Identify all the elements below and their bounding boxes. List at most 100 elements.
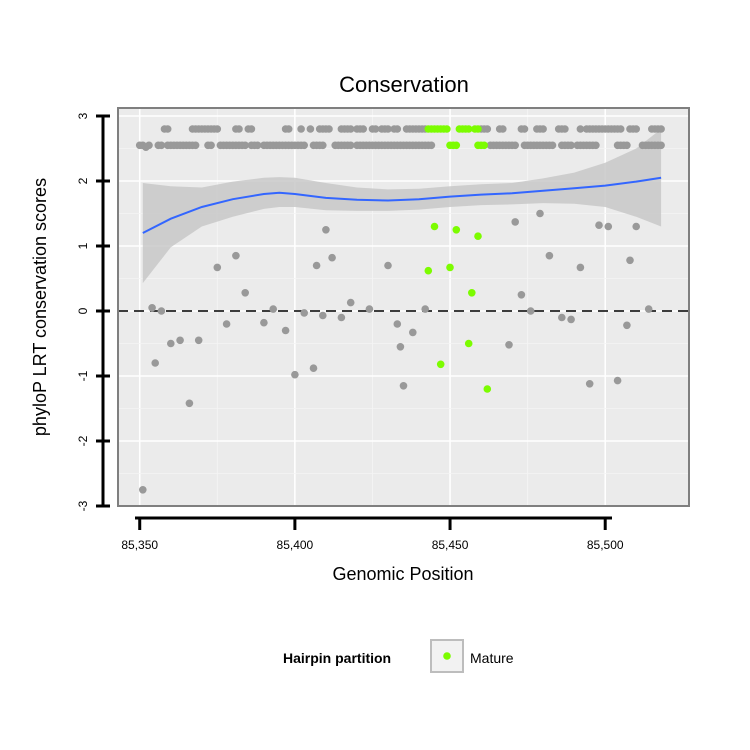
point-other-33 <box>505 341 513 349</box>
point-other-62 <box>235 125 243 133</box>
point-other-38 <box>545 251 554 260</box>
point-other-100 <box>520 125 529 133</box>
point-other-13 <box>241 289 249 297</box>
point-other-48 <box>632 222 640 231</box>
x-tick-label-3: 85,500 <box>587 538 624 552</box>
y-tick-label-5: 2 <box>76 177 90 184</box>
x-axis: 85,350 85,400 85,450 85,500 <box>121 516 624 552</box>
y-axis-title: phyloP LRT conservation scores <box>30 178 50 436</box>
legend: Hairpin partition Mature <box>283 639 514 673</box>
point-other-16 <box>281 326 290 335</box>
point-other-42 <box>585 380 594 388</box>
point-other-10 <box>213 263 222 272</box>
panel-border <box>117 107 690 507</box>
point-other-23 <box>328 253 336 262</box>
point-mature-19 <box>464 125 473 133</box>
point-mature-6 <box>468 289 476 297</box>
point-other-72 <box>325 125 333 133</box>
point-other-81 <box>371 125 380 133</box>
x-tick-label-2: 85,450 <box>432 538 469 552</box>
point-other-12 <box>232 251 240 260</box>
chart-title: Conservation <box>339 72 469 97</box>
point-other-45 <box>613 376 622 385</box>
point-other-172 <box>319 141 327 150</box>
point-other-4 <box>151 359 159 367</box>
point-other-51 <box>163 125 172 133</box>
point-other-7 <box>176 336 184 345</box>
point-other-43 <box>595 221 603 229</box>
point-other-0 <box>139 486 147 494</box>
point-other-130 <box>157 141 166 150</box>
point-mature-24 <box>452 141 461 150</box>
point-other-119 <box>616 125 625 133</box>
point-mature-2 <box>436 360 445 369</box>
point-other-60 <box>213 125 222 133</box>
point-mature-5 <box>464 339 473 348</box>
point-mature-4 <box>452 226 461 234</box>
x-tick-label-0: 85,350 <box>121 538 158 552</box>
point-other-29 <box>396 343 405 351</box>
point-other-222 <box>548 141 557 150</box>
point-other-39 <box>558 313 566 322</box>
point-other-21 <box>319 311 327 320</box>
point-other-30 <box>399 382 408 390</box>
point-other-237 <box>623 141 631 150</box>
point-mature-3 <box>446 263 454 272</box>
x-axis-title: Genomic Position <box>332 564 473 584</box>
point-other-203 <box>427 141 436 150</box>
y-tick-label-2: -1 <box>76 370 90 381</box>
point-other-32 <box>421 305 430 313</box>
point-other-66 <box>284 125 293 133</box>
point-other-41 <box>576 263 585 272</box>
smooth-confidence-ribbon <box>142 129 662 284</box>
point-other-27 <box>384 261 392 270</box>
y-tick-label-4: 1 <box>76 242 90 249</box>
point-other-6 <box>167 339 175 348</box>
point-mature-21 <box>474 125 482 133</box>
point-mature-0 <box>424 266 433 275</box>
point-other-103 <box>539 125 547 133</box>
y-axis: -3 -2 -1 0 1 2 3 <box>76 112 110 511</box>
x-tick-label-1: 85,400 <box>277 538 314 552</box>
point-mature-7 <box>474 232 482 240</box>
point-other-86 <box>393 125 402 133</box>
point-other-168 <box>300 141 309 150</box>
point-other-49 <box>644 305 653 313</box>
legend-title: Hairpin partition <box>283 650 391 666</box>
point-mature-1 <box>430 222 439 231</box>
point-other-107 <box>576 125 585 133</box>
point-other-126 <box>657 125 665 133</box>
point-other-9 <box>194 336 203 345</box>
point-other-178 <box>346 141 355 150</box>
legend-label-mature: Mature <box>470 650 514 666</box>
point-other-5 <box>157 307 166 315</box>
point-mature-15 <box>443 125 451 133</box>
point-other-46 <box>623 321 631 330</box>
point-other-20 <box>312 261 321 270</box>
y-tick-label-1: -2 <box>76 435 90 446</box>
point-other-18 <box>300 309 309 317</box>
point-other-36 <box>526 307 535 315</box>
point-other-68 <box>306 125 315 133</box>
point-other-64 <box>247 125 256 133</box>
point-other-127 <box>135 141 144 150</box>
legend-key-mature-dot <box>443 652 451 660</box>
point-mature-8 <box>483 385 492 393</box>
point-other-17 <box>291 370 299 379</box>
point-other-47 <box>626 256 634 265</box>
point-other-40 <box>567 315 575 324</box>
smooth-trend-line <box>142 176 662 234</box>
point-other-151 <box>241 141 249 150</box>
point-other-244 <box>657 141 665 150</box>
point-other-142 <box>207 141 215 150</box>
data-points <box>135 125 665 494</box>
point-other-154 <box>253 141 262 150</box>
point-mature-27 <box>480 141 489 150</box>
point-other-67 <box>297 125 305 133</box>
point-other-19 <box>309 364 318 373</box>
point-other-140 <box>191 141 200 150</box>
point-other-106 <box>561 125 569 133</box>
point-other-26 <box>365 305 374 313</box>
point-other-15 <box>269 305 278 313</box>
point-other-25 <box>346 298 355 307</box>
